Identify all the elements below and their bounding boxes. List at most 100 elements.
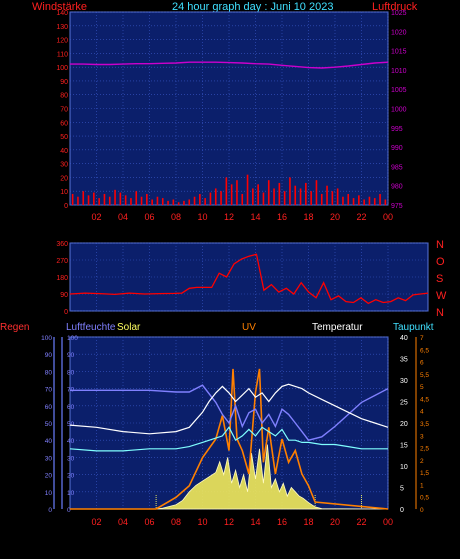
temperature-tick-label: 20 <box>400 421 408 428</box>
wind-bar <box>214 188 217 205</box>
temperature-tick-label: 10 <box>400 464 408 471</box>
taupunkt-label: Taupunkt <box>393 322 434 333</box>
multi-axes: 0102030405060708090100010203040506070809… <box>41 335 429 514</box>
x-tick-label: 22 <box>356 517 366 527</box>
wind-tick-label: 120 <box>56 38 68 45</box>
pressure-tick-label: 990 <box>391 145 403 152</box>
wind-tick-label: 110 <box>57 51 68 58</box>
windstaerke-label: Windstärke <box>32 1 87 13</box>
solar-area <box>70 444 389 510</box>
taupunkt-tick-label: 0 <box>420 507 424 514</box>
wind-bar <box>368 196 371 205</box>
wind-bar <box>305 182 307 205</box>
wind-bar <box>342 196 344 205</box>
wind-bar <box>140 196 143 205</box>
wind-bar <box>236 180 238 205</box>
taupunkt-tick-label: 0,5 <box>420 495 429 502</box>
compass-label: N <box>436 307 444 319</box>
wind-speed-axis: 0 10 20 30 40 50 60 70 80 90 100 110 120 130 140 <box>56 10 68 210</box>
x-tick-label: 02 <box>91 212 101 222</box>
regen-tick-label: 100 <box>41 335 52 342</box>
x-tick-label: 08 <box>171 517 181 527</box>
taupunkt-tick-label: 2,5 <box>420 446 429 453</box>
wind-bar <box>183 200 185 205</box>
compass-label: S <box>436 273 443 285</box>
x-tick-label: 14 <box>250 517 260 527</box>
x-tick-label: 00 <box>383 212 393 222</box>
wind-bar <box>119 192 122 205</box>
wind-bar <box>172 199 175 205</box>
x-tick-label: 18 <box>303 517 313 527</box>
pressure-tick-label: 1015 <box>391 49 407 56</box>
x-tick-label: 16 <box>277 212 287 222</box>
temperature-tick-label: 25 <box>400 400 408 407</box>
wind-bar <box>273 188 275 205</box>
wind-bar <box>146 193 148 205</box>
pressure-tick-label: 1010 <box>391 68 407 75</box>
x-tick-label: 00 <box>383 517 393 527</box>
wind-bar <box>98 198 100 205</box>
pressure-tick-label: 1020 <box>391 29 407 36</box>
wind-bar <box>336 188 339 205</box>
regen-tick-label: 90 <box>45 352 53 359</box>
pressure-tick-label: 1025 <box>391 10 407 17</box>
regen-tick-label: 30 <box>45 455 53 462</box>
wind-bar <box>384 199 387 205</box>
wind-bar <box>326 185 328 205</box>
taupunkt-tick-label: 2 <box>420 458 424 465</box>
wind-bar <box>352 198 355 205</box>
pressure-line <box>70 61 389 69</box>
wind-bar <box>262 192 265 205</box>
luftfeuchte-tick-label: 40 <box>67 438 75 445</box>
wind-bar <box>77 196 79 205</box>
wind-bar <box>204 198 206 205</box>
taupunkt-tick-label: 1 <box>420 482 424 489</box>
wind-tick-label: 60 <box>60 120 68 127</box>
taupunkt-tick-label: 7 <box>420 335 424 342</box>
x-tick-label: 04 <box>118 517 128 527</box>
wind-tick-label: 70 <box>60 107 68 114</box>
direction-tick-label: 90 <box>60 292 68 299</box>
luftfeuchte-tick-label: 30 <box>67 455 75 462</box>
wind-bar <box>161 198 164 205</box>
graph-title: 24 hour graph day : Juni 10 2023 <box>172 1 333 13</box>
wind-bar <box>252 188 254 205</box>
wind-bar <box>310 191 312 205</box>
wind-pressure-grid <box>70 11 389 206</box>
regen-label: Regen <box>0 322 29 333</box>
x-tick-label: 18 <box>303 212 313 222</box>
wind-bar <box>220 191 222 205</box>
luftfeuchte-tick-label: 0 <box>67 507 71 514</box>
wind-tick-label: 0 <box>64 203 68 210</box>
regen-tick-label: 0 <box>48 507 52 514</box>
wind-tick-label: 20 <box>60 175 68 182</box>
wind-bar <box>315 180 318 205</box>
regen-tick-label: 60 <box>45 404 53 411</box>
x-tick-label: 06 <box>144 517 154 527</box>
wind-bar <box>299 188 302 205</box>
wind-direction-axis: 0 90 180 270 360 <box>56 241 68 316</box>
compass-label: W <box>436 290 447 302</box>
wind-bar <box>225 177 228 205</box>
wind-tick-label: 10 <box>60 189 68 196</box>
wind-tick-label: 100 <box>56 65 68 72</box>
wind-bar <box>135 191 138 205</box>
pressure-tick-label: 980 <box>391 184 403 191</box>
luftfeuchte-tick-label: 10 <box>67 490 75 497</box>
wind-tick-label: 130 <box>56 24 68 31</box>
wind-bar <box>108 196 111 205</box>
wind-bar <box>103 193 106 205</box>
direction-tick-label: 0 <box>64 309 68 316</box>
x-tick-label: 20 <box>330 517 340 527</box>
dewpoint-line <box>69 426 388 452</box>
wind-bar <box>199 193 201 205</box>
wind-bar <box>151 199 153 205</box>
pressure-tick-label: 985 <box>391 164 403 171</box>
wind-bar <box>193 196 196 205</box>
wind-bar <box>363 199 365 205</box>
wind-tick-label: 50 <box>60 134 68 141</box>
taupunkt-tick-label: 6,5 <box>420 347 429 354</box>
